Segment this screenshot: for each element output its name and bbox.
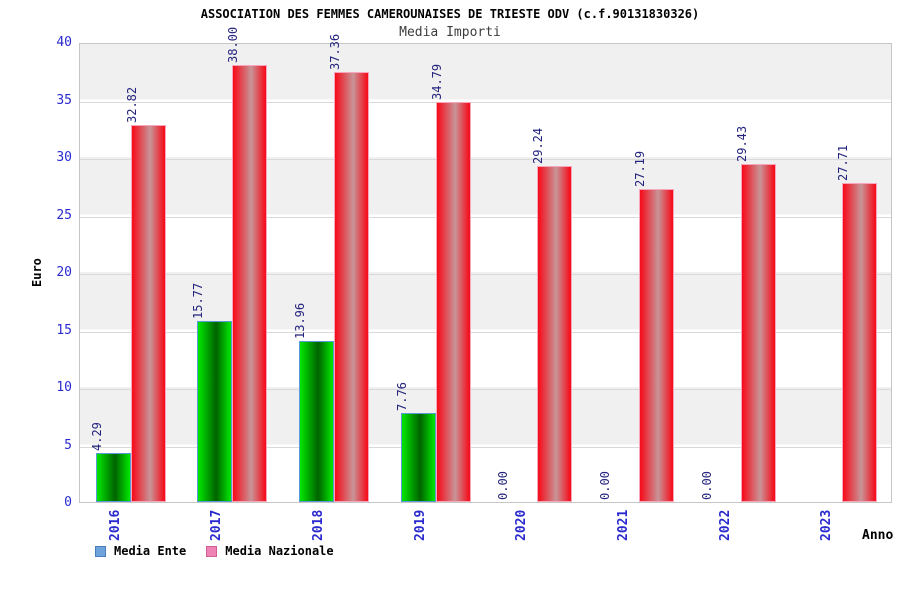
x-tick-label-2023: 2023 [819,509,835,541]
legend-item-media-nazionale: Media Nazionale [206,544,334,558]
bar-media-nazionale-2023 [842,183,878,502]
value-label-media-ente-2018: 13.96 [293,302,308,339]
y-tick-label: 30 [56,150,72,165]
value-label-media-nazionale-2020: 29.24 [531,127,546,164]
y-tick-label: 10 [56,380,72,395]
bar-media-nazionale-2018 [334,72,370,502]
chart-title: ASSOCIATION DES FEMMES CAMEROUNAISES DE … [200,7,700,21]
bar-media-nazionale-2019 [435,102,471,502]
x-axis-title: Anno [862,528,894,543]
legend-swatch-media-ente-icon [95,545,106,557]
bar-media-nazionale-2022 [740,164,776,502]
y-tick-label: 5 [64,437,72,453]
bar-media-ente-2016 [95,453,131,502]
gridline [80,274,891,275]
gridline [80,216,891,218]
x-tick-label-2019: 2019 [412,509,428,541]
value-label-media-nazionale-2019: 34.79 [429,63,444,100]
gridline [80,446,891,448]
value-label-media-ente-2019: 7.76 [394,382,409,411]
x-tick-label-2020: 2020 [514,509,530,541]
bar-media-ente-2017 [197,321,233,502]
legend-item-media-ente: Media Ente [95,544,186,558]
value-label-media-nazionale-2021: 27.19 [632,150,647,187]
value-label-media-ente-2021: 0.00 [597,471,612,500]
bar-media-ente-2019 [400,413,436,502]
gridline [80,331,891,333]
value-label-media-nazionale-2016: 32.82 [124,86,139,123]
bar-media-nazionale-2016 [130,125,166,502]
value-label-media-ente-2022: 0.00 [699,471,714,500]
y-tick-label: 15 [56,322,72,338]
legend-swatch-media-nazionale-icon [206,545,218,557]
value-label-media-ente-2017: 15.77 [191,282,206,319]
legend-label-media-nazionale: Media Nazionale [225,544,334,558]
legend-label-media-ente: Media Ente [114,544,187,558]
x-tick-label-2017: 2017 [209,509,225,541]
bar-media-nazionale-2017 [232,65,268,502]
x-tick-label-2016: 2016 [107,509,123,541]
x-tick-label-2018: 2018 [311,509,327,541]
bar-media-nazionale-2021 [638,189,674,502]
y-tick-label: 40 [56,35,72,50]
y-tick-label: 25 [56,207,72,223]
y-tick-label: 20 [56,265,72,280]
value-label-media-nazionale-2022: 29.43 [734,125,749,162]
value-label-media-nazionale-2023: 27.71 [836,144,851,181]
x-tick-label-2022: 2022 [717,509,733,541]
plot-area [79,43,892,503]
gridline [80,101,891,103]
gridline [80,159,891,160]
value-label-media-nazionale-2018: 37.36 [328,33,343,70]
legend: Media Ente Media Nazionale [95,544,334,558]
chart-subtitle: Media Importi [399,25,501,40]
x-tick-label-2021: 2021 [615,509,631,541]
bar-media-ente-2018 [299,341,335,502]
gridline [80,389,891,390]
y-tick-label: 0 [64,495,72,510]
bar-media-nazionale-2020 [537,166,573,502]
value-label-media-ente-2020: 0.00 [496,471,511,500]
y-tick-label: 35 [56,92,72,108]
value-label-media-nazionale-2017: 38.00 [226,26,241,63]
value-label-media-ente-2016: 4.29 [89,422,104,451]
